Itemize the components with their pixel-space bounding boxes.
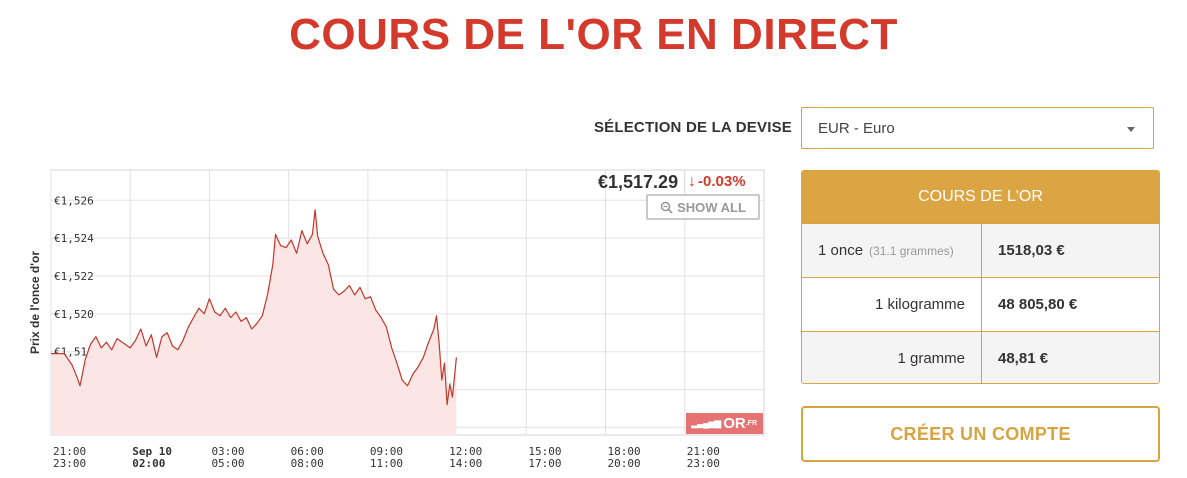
bars-icon: ▂▃▄▅▆ — [691, 418, 721, 428]
currency-select[interactable]: EUR - Euro — [801, 107, 1154, 149]
rate-row-kilogram: 1 kilogramme 48 805,80 € — [802, 277, 1159, 331]
series-line — [51, 209, 457, 406]
y-tick-label: €1,522 — [54, 270, 94, 283]
rate-unit: 1 kilogramme — [874, 296, 965, 313]
y-tick-label: €1,526 — [54, 194, 94, 207]
rate-row-ounce: 1 once (31.1 grammes) 1518,03 € — [802, 223, 1159, 277]
price-change: ↓ -0.03% — [688, 173, 746, 191]
x-tick-sublabel: 11:00 — [370, 457, 403, 470]
x-tick-label: 15:00 — [528, 445, 561, 458]
price-change-value: -0.03% — [698, 173, 746, 190]
x-tick-label: 21:00 — [53, 445, 86, 458]
gold-rates-table: COURS DE L'OR 1 once (31.1 grammes) 1518… — [801, 170, 1160, 384]
x-tick-sublabel: 14:00 — [449, 457, 482, 470]
rate-price: 48,81 € — [998, 350, 1049, 367]
x-tick-sublabel: 20:00 — [608, 457, 641, 470]
gold-price-chart: €1,526€1,524€1,522€1,520€1,518€1,516€1,5… — [0, 165, 780, 478]
logo-suffix: .FR — [745, 420, 757, 427]
rate-price: 48 805,80 € — [998, 296, 1078, 313]
x-tick-label: 18:00 — [608, 445, 641, 458]
rate-unit-note: (31.1 grammes) — [869, 243, 954, 258]
show-all-label: SHOW ALL — [677, 199, 746, 215]
rate-unit: 1 once — [818, 242, 864, 259]
rates-header: COURS DE L'OR — [802, 171, 1159, 223]
x-tick-sublabel: 17:00 — [528, 457, 561, 470]
rate-price: 1518,03 € — [998, 242, 1065, 259]
logo-text: OR — [723, 415, 746, 432]
x-tick-label: 06:00 — [291, 445, 324, 458]
rate-row-gram: 1 gramme 48,81 € — [802, 331, 1159, 383]
current-price: €1,517.29 — [598, 172, 679, 192]
ticker-divider — [684, 171, 685, 193]
caret-down-icon — [1127, 127, 1135, 132]
y-axis-label: Prix de l'once d'or — [28, 251, 42, 354]
x-tick-label: 21:00 — [687, 445, 720, 458]
x-tick-sublabel: 23:00 — [687, 457, 720, 470]
currency-select-value: EUR - Euro — [818, 120, 895, 137]
currency-label: SÉLECTION DE LA DEVISE — [593, 119, 792, 136]
series-area — [51, 209, 457, 435]
zoom-icon — [660, 201, 673, 214]
y-tick-label: €1,524 — [54, 232, 94, 245]
rate-unit: 1 gramme — [897, 350, 965, 367]
x-tick-label: 12:00 — [449, 445, 482, 458]
x-tick-sublabel: 02:00 — [132, 457, 165, 470]
or-fr-logo: ▂▃▄▅▆ OR .FR — [686, 413, 763, 434]
show-all-button[interactable]: SHOW ALL — [646, 194, 760, 220]
create-account-button[interactable]: CRÉER UN COMPTE — [801, 406, 1160, 462]
x-tick-label: 03:00 — [211, 445, 244, 458]
rate-unit-cell: 1 kilogramme — [802, 278, 982, 331]
rate-unit-cell: 1 gramme — [802, 332, 982, 383]
y-tick-label: €1,520 — [54, 308, 94, 321]
x-tick-sublabel: 08:00 — [291, 457, 324, 470]
x-tick-label: 09:00 — [370, 445, 403, 458]
rate-unit-cell: 1 once (31.1 grammes) — [802, 224, 982, 277]
page-title: COURS DE L'OR EN DIRECT — [289, 10, 898, 59]
x-tick-sublabel: 05:00 — [211, 457, 244, 470]
arrow-down-icon: ↓ — [688, 173, 696, 190]
x-tick-sublabel: 23:00 — [53, 457, 86, 470]
chart-svg: €1,526€1,524€1,522€1,520€1,518€1,516€1,5… — [28, 169, 765, 470]
x-tick-label: Sep 10 — [132, 445, 172, 458]
